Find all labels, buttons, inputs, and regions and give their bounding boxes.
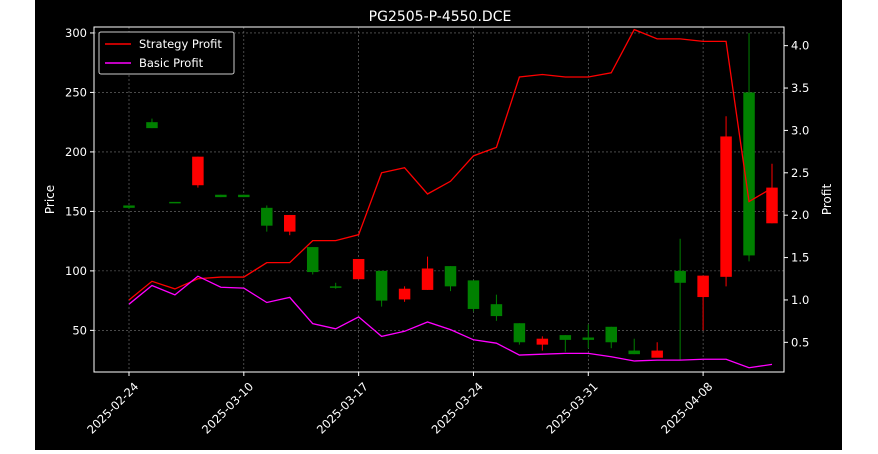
- candle-body: [169, 201, 181, 204]
- y2-axis-label: Profit: [820, 184, 834, 216]
- y2-tick-label: 0.5: [791, 335, 809, 349]
- candle-body: [628, 350, 640, 355]
- grid: [94, 27, 784, 372]
- chart-title: PG2505-P-4550.DCE: [369, 9, 512, 25]
- plot-frame: [93, 26, 785, 373]
- candle-body: [329, 286, 342, 288]
- candle-body: [674, 270, 686, 283]
- candle-body: [582, 337, 595, 340]
- candle-body: [284, 214, 296, 232]
- candle-body: [421, 268, 434, 290]
- candle-body: [352, 258, 365, 280]
- candle-body: [375, 270, 388, 301]
- y2-tick-label: 3.0: [791, 123, 809, 137]
- candle-body: [192, 156, 204, 186]
- y2-tick-label: 1.0: [791, 293, 809, 307]
- series-line-basic-profit: [128, 275, 773, 369]
- legend-label-strategy-profit: Strategy Profit: [139, 37, 222, 51]
- y2-tick-label: 2.0: [791, 208, 809, 222]
- candle-body: [398, 288, 411, 300]
- chart-figure: PG2505-P-4550.DCE Price Profit 50 100 150 2…: [35, 0, 842, 450]
- series-line-strategy-profit: [128, 28, 773, 301]
- y-tick-label: 150: [65, 204, 87, 218]
- candle-body: [123, 205, 135, 208]
- chart-svg: PG2505-P-4550.DCE Price Profit 50 100 150 2…: [35, 0, 842, 450]
- y-tick-label: 100: [65, 264, 87, 278]
- candle-body: [743, 92, 755, 256]
- y-tick-label: 250: [65, 85, 87, 99]
- legend-label-basic-profit: Basic Profit: [139, 56, 204, 70]
- candle-body: [215, 194, 227, 198]
- y2-tick-label: 3.5: [791, 81, 809, 95]
- y2-tick-label: 1.5: [791, 251, 809, 265]
- y-tick-label: 200: [65, 145, 87, 159]
- candle-body: [697, 275, 709, 298]
- candle-body: [261, 207, 273, 226]
- profit-lines: [128, 28, 773, 369]
- candle-body: [559, 335, 572, 340]
- legend-box: [98, 31, 235, 75]
- candle-body: [513, 323, 526, 343]
- candle-body: [444, 266, 457, 287]
- candle-body: [605, 326, 617, 343]
- candle-body: [306, 247, 319, 273]
- candle-body: [238, 194, 250, 198]
- chart-background: [35, 0, 842, 450]
- candle-body: [146, 122, 158, 129]
- y-axis-label: Price: [43, 185, 57, 214]
- candlesticks: [123, 32, 778, 361]
- candle-body: [720, 136, 732, 277]
- candle-body: [467, 280, 480, 309]
- y-tick-label: 50: [72, 323, 87, 337]
- legend: Strategy Profit Basic Profit: [98, 31, 235, 75]
- y-tick-label: 300: [65, 26, 87, 40]
- candle-body: [651, 350, 663, 358]
- candle-body: [490, 304, 503, 317]
- candle-body: [536, 338, 549, 345]
- candle-body: [766, 187, 778, 224]
- y2-tick-label: 2.5: [791, 166, 809, 180]
- y2-tick-label: 4.0: [791, 39, 809, 53]
